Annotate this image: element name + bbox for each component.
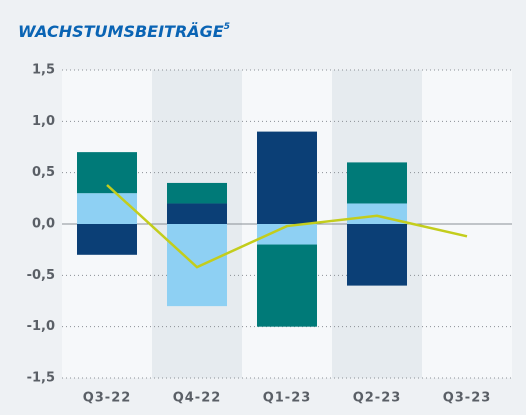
line [106,184,468,269]
bar [347,162,407,204]
y-tick-label: 1,5 [32,63,55,78]
x-tick-label: Q4-22 [173,391,222,406]
bar [347,224,407,286]
y-tick-label: 0,0 [32,217,55,232]
title-footnote: 5 [224,22,230,32]
chart-title: WACHSTUMSBEITRÄGE5 [18,22,230,41]
x-tick-label: Q2-23 [353,391,402,406]
y-tick-label: 1,0 [32,114,55,129]
y-tick-label: -0,5 [27,268,55,283]
x-tick-label: Q3-23 [443,391,492,406]
x-tick-label: Q1-23 [263,391,312,406]
y-tick-label: -1,5 [27,371,55,386]
bar [257,224,317,245]
bar [167,224,227,307]
bar [167,203,227,224]
y-tick-label: -1,0 [27,319,55,334]
x-tick-label: Q3-22 [83,391,132,406]
title-text: WACHSTUMSBEITRÄGE [18,22,224,41]
bar [257,244,317,327]
bar [77,224,137,255]
bar [167,182,227,204]
bar [257,131,317,224]
bar [77,152,137,194]
bar [77,193,137,224]
y-tick-label: 0,5 [32,165,55,180]
